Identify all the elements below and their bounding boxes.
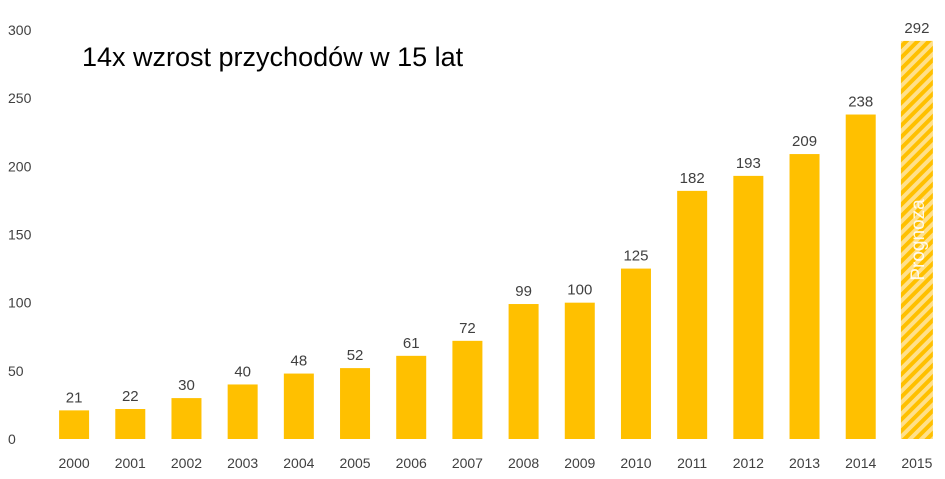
bar: [508, 304, 539, 439]
data-label: 48: [291, 353, 308, 370]
bar: [564, 302, 595, 439]
bar: [115, 409, 146, 439]
x-tick-label: 2006: [396, 455, 427, 471]
data-label: 99: [515, 283, 532, 300]
y-tick-label: 250: [8, 90, 32, 106]
forecast-label: Prognoza: [908, 199, 929, 281]
x-tick-label: 2000: [59, 455, 90, 471]
x-tick-label: 2005: [339, 455, 370, 471]
data-label: 21: [66, 389, 83, 406]
y-tick-label: 0: [8, 431, 16, 447]
bars: Prognoza: [59, 40, 933, 440]
x-tick-label: 2011: [677, 455, 707, 471]
bar-forecast: [900, 40, 933, 439]
data-label: 72: [459, 320, 476, 337]
bar: [677, 190, 708, 439]
data-label: 193: [736, 155, 761, 172]
x-tick-label: 2001: [115, 455, 146, 471]
data-label: 30: [178, 377, 195, 394]
x-tick-label: 2004: [283, 455, 314, 471]
bar: [227, 384, 258, 439]
y-tick-label: 50: [8, 363, 24, 379]
data-label: 40: [234, 363, 251, 380]
bar: [283, 373, 314, 439]
x-tick-label: 2007: [452, 455, 483, 471]
bar: [59, 410, 90, 439]
y-tick-label: 150: [8, 227, 32, 243]
x-tick-label: 2008: [508, 455, 539, 471]
x-tick-label: 2013: [789, 455, 820, 471]
data-label: 125: [623, 248, 648, 265]
bar: [452, 340, 483, 439]
data-label: 292: [904, 20, 929, 37]
x-tick-label: 2002: [171, 455, 202, 471]
bar: [620, 268, 651, 439]
data-label: 52: [347, 347, 364, 364]
x-tick-label: 2010: [620, 455, 651, 471]
data-label: 22: [122, 388, 139, 405]
y-tick-label: 100: [8, 295, 32, 311]
data-label: 238: [848, 94, 873, 111]
y-tick-label: 200: [8, 158, 32, 174]
bar: [340, 368, 371, 439]
data-label: 182: [680, 170, 705, 187]
bar: [789, 154, 820, 439]
y-tick-label: 300: [8, 22, 32, 38]
data-label: 61: [403, 335, 420, 352]
chart-title: 14x wzrost przychodów w 15 lat: [82, 42, 464, 72]
bar: [396, 355, 427, 439]
data-label: 209: [792, 133, 817, 150]
x-tick-label: 2009: [564, 455, 595, 471]
x-axis: 2000 2001 2002 2003 2004 2005 2006 2007 2008 2009…: [59, 455, 933, 471]
x-tick-label: 2014: [845, 455, 876, 471]
bar: [845, 114, 876, 439]
data-label: 100: [567, 282, 592, 299]
x-tick-label: 2015: [901, 455, 932, 471]
x-tick-label: 2003: [227, 455, 258, 471]
bar: [733, 175, 764, 440]
y-axis: 0 50 100 150 200 250 300: [8, 22, 32, 447]
data-labels: 21 22 30 40 48 52 61 72 99 100 125 182 193 209 238 292: [66, 20, 930, 406]
bar: [171, 398, 202, 439]
x-tick-label: 2012: [733, 455, 764, 471]
